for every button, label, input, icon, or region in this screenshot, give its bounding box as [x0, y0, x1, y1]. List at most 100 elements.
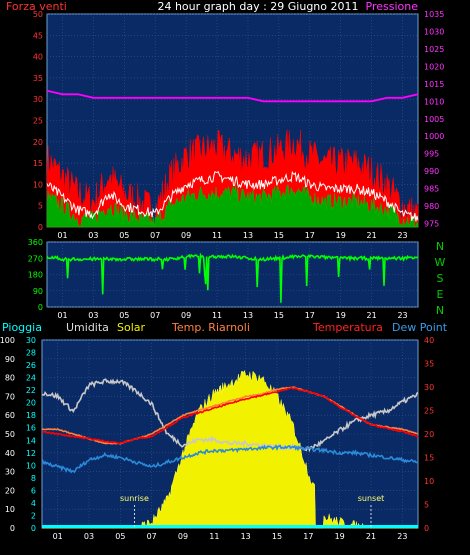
compass-w: W — [435, 256, 446, 269]
p1-ytick-right-1030: 1030 — [424, 27, 444, 36]
p1-xtick-13: 13 — [243, 231, 253, 240]
p3-ytick-inner-4: 4 — [31, 499, 36, 508]
p3-ytick-right-0: 0 — [424, 524, 429, 533]
p1-ytick-right-1015: 1015 — [424, 80, 444, 89]
p3-xtick-19: 19 — [335, 532, 345, 541]
p1-ytick-right-1010: 1010 — [424, 97, 444, 106]
p1-xtick-23: 23 — [397, 231, 407, 240]
wind-axis-title: Forza venti — [6, 0, 67, 13]
p3-xtick-07: 07 — [147, 532, 157, 541]
p1-ytick-right-980: 980 — [424, 202, 439, 211]
p1-xtick-03: 03 — [88, 231, 98, 240]
p1-xtick-05: 05 — [119, 231, 129, 240]
p1-ytick-left-45: 45 — [33, 31, 43, 40]
sunset-label: sunset — [358, 494, 385, 503]
p1-xtick-09: 09 — [181, 231, 191, 240]
legend-temperatura: Temperatura — [312, 321, 383, 334]
p3-ytick-inner-30: 30 — [26, 336, 36, 345]
legend-dewpoint: Dew Point — [392, 321, 448, 334]
legend-umidita: Umidita — [66, 321, 109, 334]
p2-xtick-05: 05 — [119, 311, 129, 320]
p1-xtick-21: 21 — [367, 231, 377, 240]
legend-riarnoli: Temp. Riarnoli — [171, 321, 250, 334]
p1-ytick-right-990: 990 — [424, 167, 439, 176]
p2-xtick-23: 23 — [397, 311, 407, 320]
series-humidity — [41, 378, 419, 453]
p3-ytick-inner-0: 0 — [31, 524, 36, 533]
p2-ytick-0: 0 — [38, 303, 43, 312]
p3-ytick-left-0: 0 — [10, 524, 15, 533]
p1-ytick-right-1035: 1035 — [424, 10, 444, 19]
p3-xtick-13: 13 — [241, 532, 251, 541]
p1-ytick-right-1005: 1005 — [424, 115, 444, 124]
p2-xtick-21: 21 — [367, 311, 377, 320]
p2-xtick-01: 01 — [57, 311, 67, 320]
p3-ytick-inner-16: 16 — [26, 424, 36, 433]
p2-ytick-270: 270 — [28, 254, 43, 263]
p3-ytick-inner-8: 8 — [31, 474, 36, 483]
p3-ytick-inner-2: 2 — [31, 511, 36, 520]
compass-n-top: N — [436, 240, 444, 253]
p3-ytick-right-5: 5 — [424, 501, 429, 510]
p3-ytick-left-30: 30 — [5, 468, 15, 477]
legend-solar: Solar — [117, 321, 146, 334]
p3-xtick-01: 01 — [53, 532, 63, 541]
p1-ytick-left-20: 20 — [33, 138, 43, 147]
p2-ytick-90: 90 — [33, 287, 43, 296]
p3-ytick-inner-18: 18 — [26, 411, 36, 420]
p3-ytick-left-70: 70 — [5, 392, 15, 401]
wind-direction-panel: 01 03 05 07 09 11 13 15 17 19 21 23 0 90 180 270 360 — [28, 238, 419, 320]
p3-xtick-11: 11 — [209, 532, 219, 541]
p1-ytick-left-25: 25 — [33, 117, 43, 126]
p2-ytick-360: 360 — [28, 238, 43, 247]
p3-ytick-inner-22: 22 — [26, 386, 36, 395]
p1-xtick-17: 17 — [305, 231, 315, 240]
series-temperature — [41, 386, 419, 445]
p1-ytick-left-50: 50 — [33, 10, 43, 19]
compass-s: S — [437, 272, 444, 285]
p3-ytick-right-10: 10 — [424, 477, 434, 486]
p2-ytick-180: 180 — [28, 271, 43, 280]
p3-ytick-inner-12: 12 — [26, 449, 36, 458]
p1-ytick-left-35: 35 — [33, 74, 43, 83]
p1-ytick-right-1020: 1020 — [424, 62, 444, 71]
p3-ytick-left-100: 100 — [0, 336, 15, 345]
p3-xtick-09: 09 — [178, 532, 188, 541]
p3-xtick-15: 15 — [272, 532, 282, 541]
p2-xtick-09: 09 — [181, 311, 191, 320]
p1-xtick-19: 19 — [336, 231, 346, 240]
wind-pressure-panel: 01 03 05 07 09 11 13 15 17 19 21 230510152025303540… — [33, 10, 445, 240]
p3-xtick-05: 05 — [115, 532, 125, 541]
p3-ytick-left-20: 20 — [5, 486, 15, 495]
p1-xtick-15: 15 — [274, 231, 284, 240]
p3-ytick-right-25: 25 — [424, 407, 434, 416]
p2-xtick-15: 15 — [274, 311, 284, 320]
p3-ytick-left-40: 40 — [5, 449, 15, 458]
weather-panel: 01 03 05 07 09 11 13 15 17 19 21 230102030405060708… — [0, 336, 434, 541]
compass-e: E — [437, 288, 444, 301]
p3-ytick-left-80: 80 — [5, 374, 15, 383]
series-pioggia — [42, 525, 418, 528]
p3-ytick-inner-6: 6 — [31, 486, 36, 495]
legend-pioggia: Pioggia — [2, 321, 42, 334]
p3-ytick-inner-24: 24 — [26, 374, 36, 383]
p3-ytick-left-60: 60 — [5, 411, 15, 420]
p1-ytick-right-975: 975 — [424, 220, 439, 229]
p2-xtick-13: 13 — [243, 311, 253, 320]
series-dewpoint — [41, 444, 419, 474]
p3-ytick-inner-14: 14 — [26, 436, 36, 445]
p3-ytick-right-30: 30 — [424, 383, 434, 392]
p3-ytick-left-90: 90 — [5, 355, 15, 364]
p3-ytick-right-35: 35 — [424, 360, 434, 369]
series-pressure — [46, 89, 419, 103]
p1-xtick-07: 07 — [150, 231, 160, 240]
p3-ytick-right-15: 15 — [424, 454, 434, 463]
p1-ytick-left-30: 30 — [33, 95, 43, 104]
p3-ytick-left-10: 10 — [5, 505, 15, 514]
pressure-axis-title: Pressione — [366, 0, 419, 13]
p1-ytick-left-0: 0 — [38, 223, 43, 232]
p2-xtick-03: 03 — [88, 311, 98, 320]
p3-xtick-21: 21 — [366, 532, 376, 541]
chart-title: 24 hour graph day : 29 Giugno 2011 — [157, 0, 358, 13]
p1-ytick-right-1025: 1025 — [424, 45, 444, 54]
